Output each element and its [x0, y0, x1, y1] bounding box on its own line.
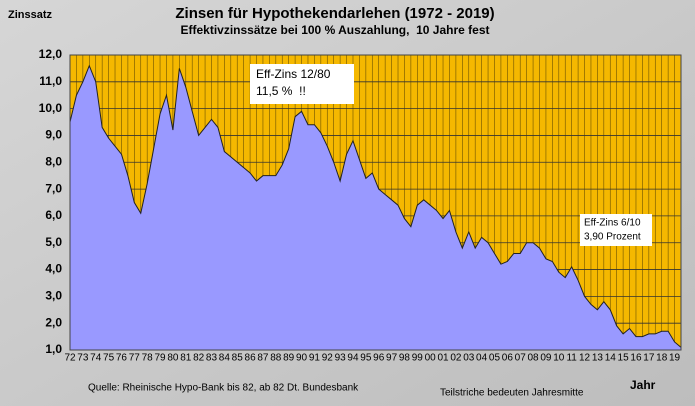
- x-tick-label: 84: [219, 353, 231, 364]
- x-tick-label: 94: [347, 353, 359, 364]
- y-axis-label: Zinssatz: [8, 9, 53, 21]
- y-tick-label: 7,0: [45, 181, 62, 195]
- x-tick-label: 75: [103, 353, 115, 364]
- x-tick-label: 79: [154, 353, 166, 364]
- x-tick-label: 02: [450, 353, 462, 364]
- annotation-text: 3,90 Prozent: [584, 232, 641, 243]
- annotation-text: 11,5 % !!: [256, 84, 306, 98]
- annotation-text: Eff-Zins 6/10: [584, 218, 641, 229]
- x-tick-label: 18: [656, 353, 668, 364]
- x-tick-label: 17: [643, 353, 655, 364]
- x-tick-label: 76: [116, 353, 128, 364]
- y-tick-label: 2,0: [45, 315, 62, 329]
- x-tick-label: 99: [412, 353, 424, 364]
- x-tick-label: 74: [90, 353, 102, 364]
- x-axis-label: Jahr: [630, 378, 656, 392]
- x-tick-label: 91: [309, 353, 321, 364]
- x-tick-label: 15: [618, 353, 630, 364]
- x-tick-label: 03: [463, 353, 475, 364]
- area: [69, 64, 682, 351]
- x-tick-label: 78: [142, 353, 154, 364]
- source-note: Quelle: Rheinische Hypo-Bank bis 82, ab …: [88, 383, 359, 394]
- y-tick-label: 3,0: [45, 289, 62, 303]
- plot-border: [69, 54, 682, 351]
- x-tick-label: 10: [553, 353, 565, 364]
- x-tick-label: 87: [257, 353, 269, 364]
- x-tick-label: 09: [540, 353, 552, 364]
- x-tick-label: 89: [283, 353, 295, 364]
- x-tick-label: 07: [515, 353, 527, 364]
- x-tick-label: 93: [335, 353, 347, 364]
- y-tick-label: 9,0: [45, 128, 62, 142]
- x-tick-label: 90: [296, 353, 308, 364]
- x-tick-label: 95: [360, 353, 372, 364]
- chart-subtitle: Effektivzinssätze bei 100 % Auszahlung, …: [181, 23, 490, 37]
- x-tick-label: 12: [579, 353, 591, 364]
- plot-area: 1,0 2,0 3,0 4,0 5,0 6,0 7,0 8,0 9,0 10,0 11,0 12,0 7…: [39, 47, 682, 364]
- x-tick-label: 11: [566, 353, 577, 364]
- x-tick-label: 14: [605, 353, 617, 364]
- x-tick-label: 85: [232, 353, 244, 364]
- y-tick-label: 1,0: [45, 342, 62, 356]
- y-tick-label: 8,0: [45, 154, 62, 168]
- x-tick-label: 16: [630, 353, 642, 364]
- x-tick-label: 13: [592, 353, 604, 364]
- x-tick-label: 86: [245, 353, 257, 364]
- y-tick-label: 12,0: [39, 47, 63, 61]
- x-tick-label: 00: [425, 353, 437, 364]
- x-tick-label: 97: [386, 353, 398, 364]
- y-tick-label: 11,0: [39, 74, 62, 88]
- x-tick-label: 06: [502, 353, 514, 364]
- x-tick-label: 83: [206, 353, 218, 364]
- x-tick-label: 96: [373, 353, 385, 364]
- x-tick-label: 98: [399, 353, 411, 364]
- x-tick-label: 73: [77, 353, 89, 364]
- chart-title: Zinsen für Hypothekendarlehen (1972 - 20…: [175, 5, 494, 22]
- x-tick-label: 72: [64, 353, 76, 364]
- x-tick-label: 04: [476, 353, 488, 364]
- y-tick-label: 6,0: [45, 208, 62, 222]
- x-tick-label: 82: [193, 353, 205, 364]
- x-tick-label: 80: [167, 353, 179, 364]
- x-tick-label: 01: [437, 353, 449, 364]
- x-tick-label: 77: [129, 353, 141, 364]
- footnote: Teilstriche bedeuten Jahresmitte: [440, 388, 584, 399]
- y-tick-label: 5,0: [45, 235, 62, 249]
- annotation-box: [580, 214, 652, 246]
- x-tick-label: 19: [669, 353, 681, 364]
- x-tick-label: 05: [489, 353, 501, 364]
- x-tick-label: 81: [180, 353, 192, 364]
- annotation-box: [250, 64, 354, 104]
- x-tick-label: 88: [270, 353, 282, 364]
- x-tick-label: 92: [322, 353, 334, 364]
- y-tick-label: 4,0: [45, 262, 62, 276]
- x-tick-label: 08: [528, 353, 540, 364]
- y-tick-label: 10,0: [39, 101, 63, 115]
- annotations: Eff-Zins 12/80 11,5 % !! Eff-Zins 6/10 3…: [250, 64, 652, 246]
- annotation-text: Eff-Zins 12/80: [256, 67, 331, 81]
